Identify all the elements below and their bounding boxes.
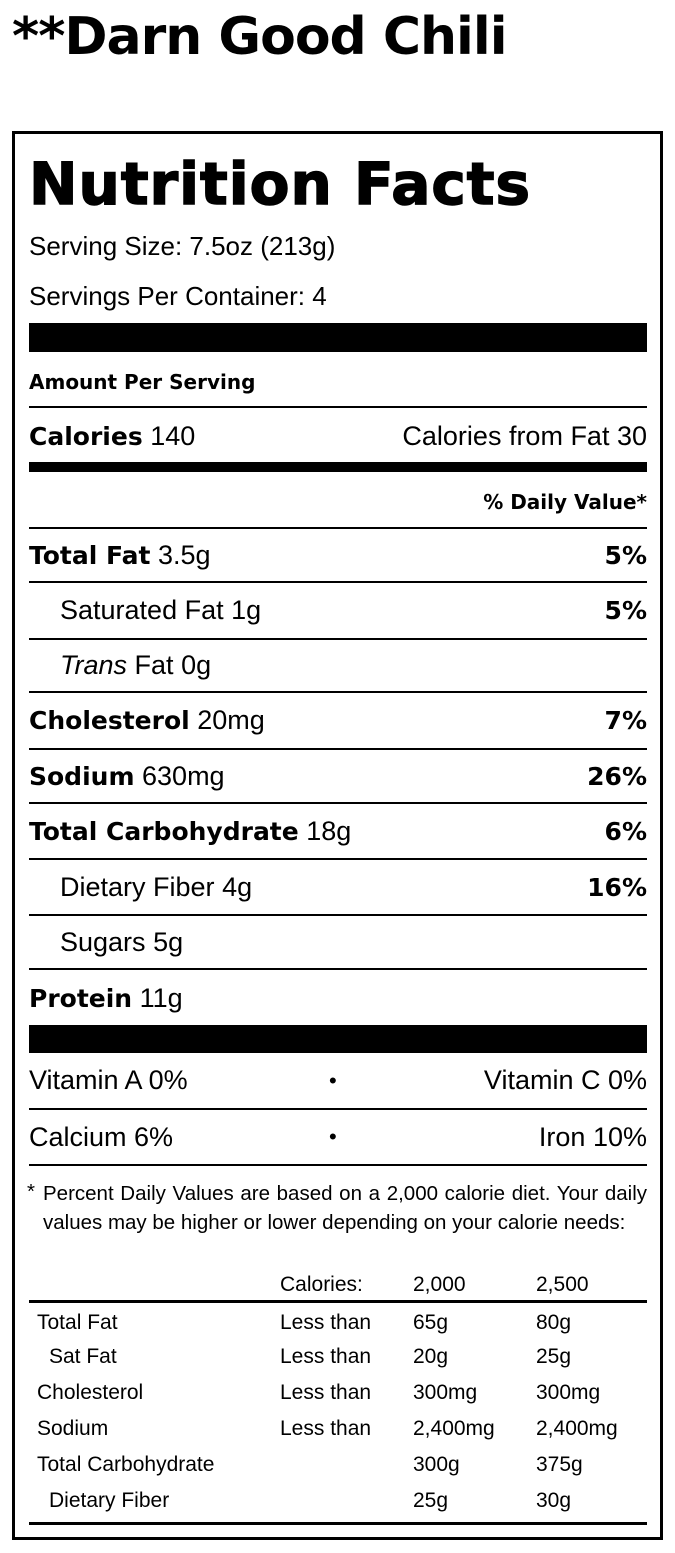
calories-row: Calories 140 Calories from Fat 30: [29, 410, 647, 462]
table-cell: 2,400mg: [536, 1417, 618, 1440]
nutrient-row: Sodium 630mg 26%: [29, 750, 647, 804]
table-cell: Sat Fat: [49, 1345, 117, 1368]
table-cell: Less than: [280, 1381, 372, 1404]
nutrient-amount: 18g: [306, 815, 352, 846]
table-row: Sat Fat Less than 20g 25g: [29, 1339, 647, 1375]
nutrient-label: Saturated Fat: [60, 595, 224, 625]
thick-divider: [29, 323, 647, 352]
footnote-text: Percent Daily Values are based on a 2,00…: [43, 1182, 647, 1234]
amount-per-serving: Amount Per Serving: [29, 370, 647, 408]
vitamin-row: Vitamin A 0% • Vitamin C 0%: [29, 1053, 647, 1110]
table-cell: Less than: [280, 1417, 372, 1440]
vitamin-left: Vitamin A 0%: [29, 1065, 188, 1095]
table-header-cell: 2,500: [536, 1273, 589, 1296]
nutrient-label: Trans: [60, 650, 128, 680]
nutrient-list: Total Fat 3.5g 5% Saturated Fat 1g 5% Trans …: [29, 529, 647, 1026]
nutrient-row: Total Carbohydrate 18g 6%: [29, 804, 647, 860]
calories-value: 140: [150, 420, 196, 451]
table-header: Calories: 2,000 2,500: [29, 1267, 647, 1303]
table-cell: Less than: [280, 1345, 372, 1368]
table-cell: 20g: [413, 1345, 449, 1368]
nutrient-row: Sugars 5g: [29, 916, 647, 970]
calories-from-fat: Calories from Fat 30: [402, 420, 647, 451]
vitamin-right: Iron 10%: [538, 1121, 647, 1152]
vitamin-right: Vitamin C 0%: [483, 1065, 647, 1095]
vitamin-row: Calcium 6% • Iron 10%: [29, 1110, 647, 1166]
calories-label: Calories: [29, 421, 143, 451]
nutrient-amount: 4g: [222, 871, 253, 902]
nutrient-label: Cholesterol: [29, 706, 190, 735]
table-cell: 375g: [536, 1453, 583, 1476]
vitamin-left: Calcium 6%: [29, 1121, 174, 1152]
nutrient-row: Total Fat 3.5g 5%: [29, 529, 647, 583]
nutrient-label: Sugars: [60, 926, 146, 957]
nutrient-daily-value: 6%: [604, 816, 647, 846]
table-row: Cholesterol Less than 300mg 300mg: [29, 1375, 647, 1411]
table-row: Sodium Less than 2,400mg 2,400mg: [29, 1411, 647, 1447]
table-row: Dietary Fiber 25g 30g: [29, 1483, 647, 1519]
nutrient-row: Trans Fat 0g: [29, 640, 647, 693]
table-cell: 80g: [536, 1311, 572, 1334]
bullet: •: [329, 1124, 337, 1149]
nutrient-daily-value: 5%: [604, 540, 647, 570]
nutrition-facts-heading: Nutrition Facts: [28, 149, 531, 219]
table-cell: Cholesterol: [37, 1381, 144, 1404]
nutrient-row: Saturated Fat 1g 5%: [29, 583, 647, 640]
medium-divider: [29, 462, 647, 472]
nutrient-amount: 630mg: [142, 760, 225, 791]
nutrient-label: Total Fat: [29, 540, 151, 570]
bullet: •: [329, 1067, 337, 1093]
thick-divider: [29, 1025, 647, 1053]
footnote: * Percent Daily Values are based on a 2,…: [27, 1179, 647, 1237]
nutrient-row: Protein 11g: [29, 970, 647, 1026]
table-cell: Total Fat: [37, 1311, 118, 1334]
serving-size: Serving Size: 7.5oz (213g): [29, 231, 336, 261]
table-cell: 30g: [536, 1489, 572, 1512]
nutrient-label: Dietary Fiber: [60, 871, 215, 902]
table-cell: 25g: [413, 1489, 449, 1512]
daily-value-header: % Daily Value*: [29, 472, 647, 529]
table-cell: 2,400mg: [413, 1417, 495, 1440]
table-bottom-rule: [29, 1522, 647, 1525]
table-cell: 300g: [413, 1453, 460, 1476]
table-cell: 300mg: [413, 1381, 478, 1404]
table-cell: Less than: [280, 1311, 372, 1334]
table-row: Total Carbohydrate 300g 375g: [29, 1447, 647, 1483]
nutrient-amount: 11g: [139, 982, 183, 1013]
table-cell: Sodium: [37, 1417, 109, 1440]
nutrient-label: Fat: [134, 650, 174, 680]
nutrient-label: Total Carbohydrate: [29, 816, 299, 846]
nutrient-amount: 20mg: [197, 705, 265, 735]
table-header-cell: 2,000: [413, 1273, 466, 1296]
table-header-cell: Calories:: [280, 1273, 363, 1296]
servings-per-container: Servings Per Container: 4: [29, 281, 327, 311]
nutrient-label: Sodium: [29, 761, 135, 791]
nutrient-amount: 5g: [153, 926, 184, 957]
nutrient-daily-value: 7%: [604, 706, 647, 735]
table-cell: 65g: [413, 1311, 449, 1334]
nutrient-daily-value: 16%: [587, 872, 647, 902]
footnote-star: *: [27, 1180, 35, 1203]
product-title: **Darn Good Chili: [12, 7, 508, 67]
nutrient-amount: 3.5g: [157, 539, 211, 570]
nutrient-row: Cholesterol 20mg 7%: [29, 693, 647, 750]
nutrient-amount: 1g: [231, 595, 262, 625]
nutrition-label: Nutrition Facts Serving Size: 7.5oz (213…: [12, 131, 663, 1540]
table-cell: Total Carbohydrate: [37, 1453, 215, 1476]
daily-value-table: Calories: 2,000 2,500 Total Fat Less than 65g…: [29, 1267, 647, 1525]
nutrient-daily-value: 5%: [604, 596, 647, 625]
table-cell: 300mg: [536, 1381, 601, 1404]
nutrient-amount: 0g: [181, 650, 212, 680]
table-cell: 25g: [536, 1345, 572, 1368]
table-cell: Dietary Fiber: [49, 1489, 170, 1512]
table-row: Total Fat Less than 65g 80g: [29, 1303, 647, 1339]
nutrient-daily-value: 26%: [587, 761, 647, 791]
nutrient-row: Dietary Fiber 4g 16%: [29, 860, 647, 916]
vitamin-list: Vitamin A 0% • Vitamin C 0% Calcium 6% • Iron…: [29, 1053, 647, 1166]
nutrient-label: Protein: [29, 983, 133, 1013]
